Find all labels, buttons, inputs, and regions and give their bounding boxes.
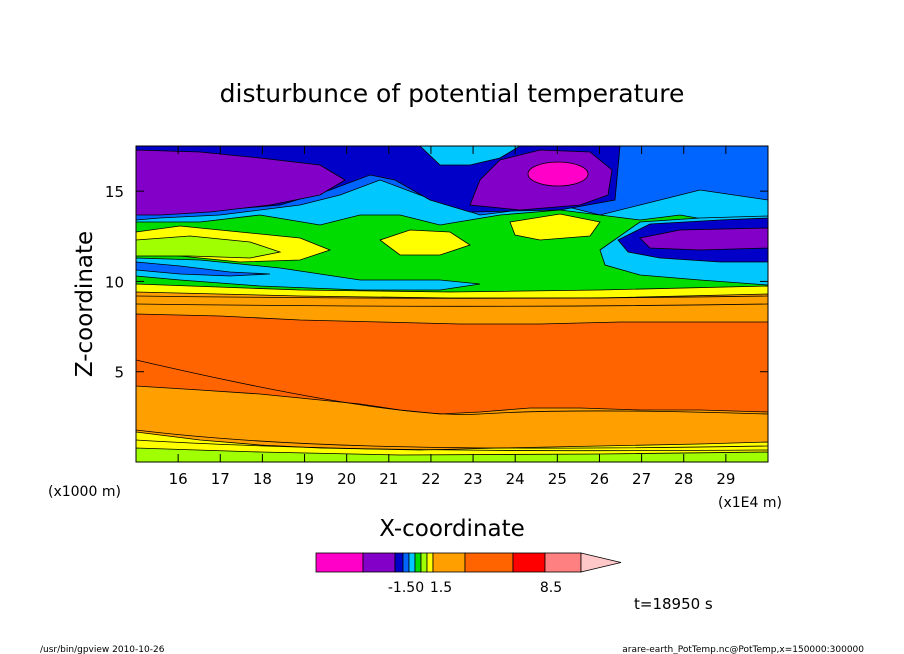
colorbar-segment bbox=[544, 552, 582, 573]
contour-yellow-center bbox=[379, 229, 471, 256]
contour-line-3 bbox=[136, 359, 768, 415]
x-tick-label: 18 bbox=[253, 470, 272, 488]
x-tick-label: 25 bbox=[548, 470, 567, 488]
x-tick-label: 22 bbox=[421, 470, 440, 488]
contour-blue-strip bbox=[136, 261, 271, 277]
colorbar-segment bbox=[315, 552, 364, 573]
x-tick-label: 20 bbox=[337, 470, 356, 488]
contour-line-5 bbox=[136, 439, 768, 452]
contour-cyan-strip bbox=[136, 257, 481, 291]
colorbar-tick-label: -1.50 bbox=[388, 580, 424, 596]
time-label: t=18950 s bbox=[634, 595, 713, 613]
x-unit-left: (x1000 m) bbox=[48, 484, 121, 500]
colorbar-tick-label: 8.5 bbox=[540, 580, 562, 596]
colorbar-segment bbox=[414, 552, 422, 573]
contour-purple-right bbox=[639, 227, 768, 251]
contour-yellow-right bbox=[509, 213, 601, 241]
x-tick-label: 28 bbox=[674, 470, 693, 488]
colorbar-segment bbox=[432, 552, 466, 573]
chart-title: disturbunce of potential temperature bbox=[220, 79, 685, 108]
x-tick-label: 27 bbox=[632, 470, 651, 488]
colorbar-arrow bbox=[580, 552, 622, 573]
colorbar-segment bbox=[426, 552, 434, 573]
colorbar: -1.50 1.5 8.5 bbox=[315, 552, 622, 596]
contour-bottom-lime bbox=[136, 447, 768, 462]
contour-field bbox=[136, 146, 768, 462]
colorbar-segment bbox=[420, 552, 428, 573]
x-unit-right: (x1E4 m) bbox=[718, 495, 782, 511]
footer-right: arare-earth_PotTemp.nc@PotTemp,x=150000:… bbox=[622, 645, 864, 654]
contour-line-2 bbox=[136, 303, 768, 307]
colorbar-segment bbox=[402, 552, 410, 573]
y-tick-label: 5 bbox=[114, 364, 124, 382]
colorbar-segment bbox=[408, 552, 416, 573]
x-tick-label: 21 bbox=[379, 470, 398, 488]
contour-purple-left bbox=[136, 149, 346, 216]
contour-line-1 bbox=[136, 295, 768, 299]
x-tick-label: 16 bbox=[169, 470, 188, 488]
x-tick-label: 29 bbox=[716, 470, 735, 488]
plot-frame bbox=[135, 145, 769, 463]
colorbar-segment bbox=[394, 552, 404, 573]
colorbar-segment bbox=[512, 552, 546, 573]
x-tick-label: 24 bbox=[506, 470, 525, 488]
contour-dark-orange bbox=[136, 313, 768, 415]
x-tick-label: 23 bbox=[464, 470, 483, 488]
x-tick-label: 19 bbox=[295, 470, 314, 488]
y-tick-label: 10 bbox=[105, 273, 124, 291]
footer-left: /usr/bin/gpview 2010-10-26 bbox=[40, 645, 165, 654]
contour-cyan-top bbox=[419, 146, 521, 166]
y-axis-title: Z-coordinate bbox=[72, 231, 98, 377]
contour-lime-left bbox=[136, 235, 282, 259]
contour-magenta-core bbox=[527, 161, 589, 187]
x-tick-label: 26 bbox=[590, 470, 609, 488]
colorbar-segment bbox=[464, 552, 514, 573]
x-tick-label: 17 bbox=[211, 470, 230, 488]
y-tick-label: 15 bbox=[105, 183, 124, 201]
axes: 16 17 18 19 20 21 22 23 24 25 26 27 28 29 5 10 15 bbox=[105, 146, 768, 488]
colorbar-tick-label: 1.5 bbox=[430, 580, 452, 596]
colorbar-segment bbox=[362, 552, 396, 573]
contour-line-4 bbox=[136, 429, 768, 449]
x-axis-title: X-coordinate bbox=[379, 516, 525, 542]
